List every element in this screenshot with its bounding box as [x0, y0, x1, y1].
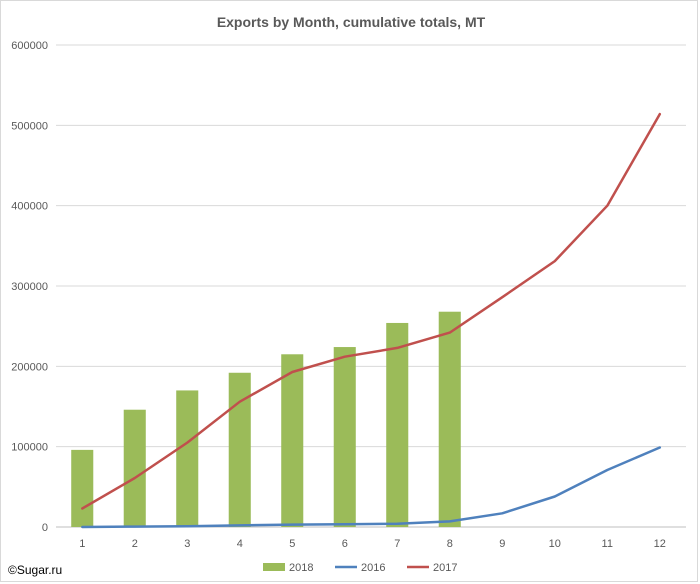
- line-series: [81, 112, 662, 529]
- chart-title: Exports by Month, cumulative totals, MT: [217, 14, 486, 30]
- bar-2018-5: [281, 354, 304, 527]
- x-tick-label: 4: [237, 538, 243, 550]
- x-tick-label: 6: [342, 538, 348, 550]
- x-tick-label: 8: [447, 538, 453, 550]
- y-tick-label: 600000: [11, 40, 48, 52]
- y-tick-label: 100000: [11, 442, 48, 454]
- x-tick-label: 1: [79, 538, 85, 550]
- bar-series: [71, 311, 461, 527]
- y-axis-ticks: 0 100000 200000 300000 400000 500000 600000: [11, 40, 48, 534]
- y-tick-label: 500000: [11, 120, 48, 132]
- legend: 2018 2016 2017: [263, 562, 457, 574]
- x-tick-label: 11: [602, 538, 613, 550]
- x-tick-label: 5: [289, 538, 295, 550]
- bar-2018-2: [123, 409, 146, 527]
- copyright-text: ©Sugar.ru: [8, 563, 63, 577]
- x-axis-ticks: 1 2 3 4 5 6 7 8 9 10 11 12: [79, 538, 666, 550]
- bar-2018-7: [386, 322, 409, 527]
- legend-label-2017: 2017: [433, 562, 457, 574]
- bar-2018-4: [228, 372, 251, 527]
- x-tick-label: 3: [184, 538, 190, 550]
- y-tick-label: 0: [42, 522, 48, 534]
- line-series-2017: [81, 112, 662, 510]
- x-tick-label: 9: [499, 538, 505, 550]
- legend-label-2016: 2016: [361, 562, 385, 574]
- x-tick-label: 10: [549, 538, 561, 550]
- line-series-2016: [81, 446, 662, 529]
- y-tick-label: 400000: [11, 201, 48, 213]
- x-tick-label: 12: [654, 538, 666, 550]
- x-tick-label: 2: [132, 538, 138, 550]
- bar-2018-3: [176, 390, 199, 527]
- bar-2018-6: [333, 347, 356, 527]
- gridlines: [56, 44, 686, 528]
- y-tick-label: 200000: [11, 361, 48, 373]
- legend-label-2018: 2018: [289, 562, 313, 574]
- y-tick-label: 300000: [11, 281, 48, 293]
- bar-2018-1: [71, 449, 94, 527]
- legend-swatch-2018: [263, 563, 285, 571]
- x-tick-label: 7: [394, 538, 400, 550]
- bar-2018-8: [438, 311, 461, 527]
